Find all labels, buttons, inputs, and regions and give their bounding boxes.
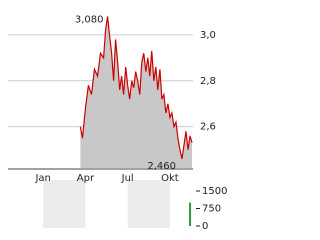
annotation: 2,460 bbox=[147, 161, 176, 172]
x-tick-label: Jul bbox=[121, 173, 134, 184]
price-line bbox=[79, 16, 193, 159]
x-tick-label: Apr bbox=[77, 173, 95, 184]
annotation: 3,080 bbox=[75, 14, 104, 25]
price-area bbox=[80, 16, 193, 168]
stock-chart: 2,6 2,8 3,0 Jan Apr Jul Okt 3,080 2,460 1500 750 0 bbox=[8, 14, 227, 232]
y-tick-label: 0 bbox=[202, 221, 208, 232]
y-tick-label: 3,0 bbox=[200, 30, 216, 41]
y-tick-label: 2,6 bbox=[200, 122, 216, 133]
y-tick-label: 2,8 bbox=[200, 76, 216, 87]
y-tick-label: 1500 bbox=[202, 186, 227, 197]
y-tick-label: 750 bbox=[202, 204, 221, 215]
x-tick-label: Jan bbox=[34, 173, 50, 184]
volume-bar bbox=[189, 202, 192, 226]
x-tick-label: Okt bbox=[161, 173, 179, 184]
quarter-band bbox=[43, 180, 86, 228]
quarter-band bbox=[127, 180, 170, 228]
